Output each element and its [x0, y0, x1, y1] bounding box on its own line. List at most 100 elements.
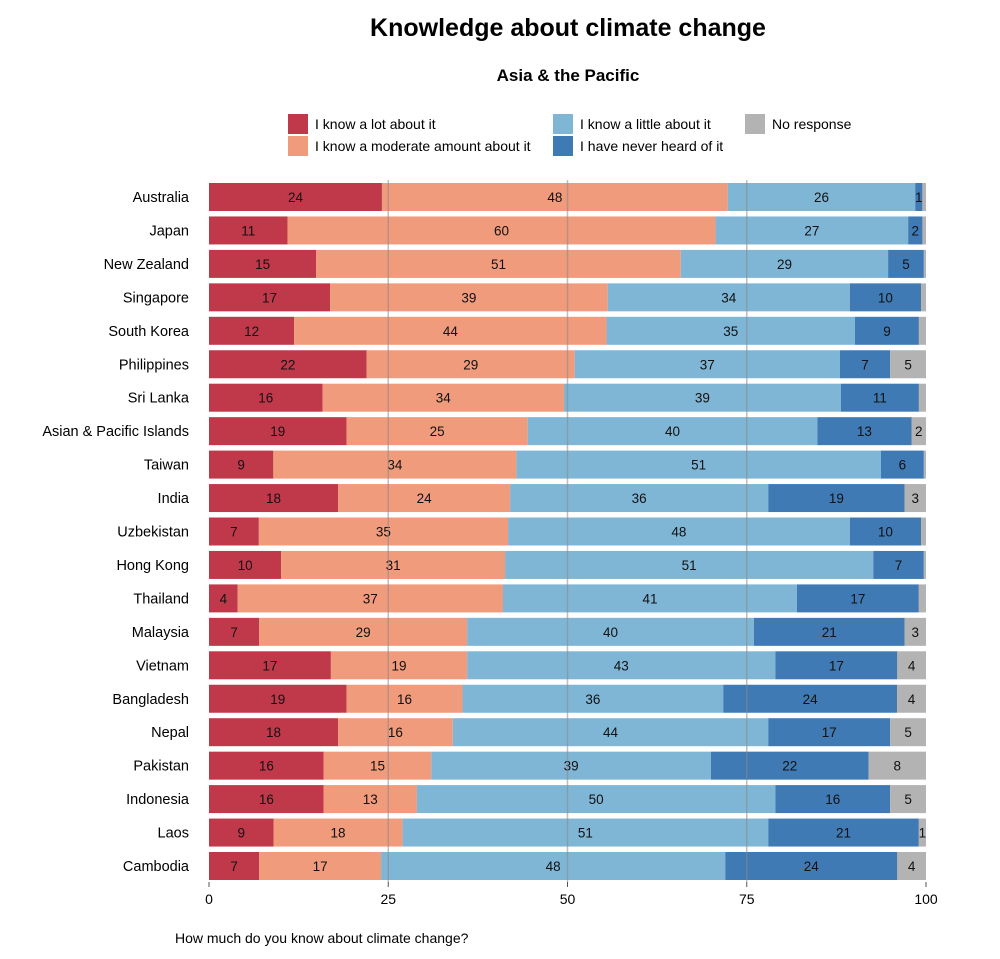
x-axis: 0 25 50 75 100 [205, 882, 938, 907]
category-label: South Korea [108, 324, 190, 340]
bar-segment [607, 283, 850, 312]
category-label: Laos [158, 826, 189, 842]
data-label: 9 [237, 458, 245, 473]
data-label: 4 [908, 859, 916, 874]
data-label: 31 [386, 558, 401, 573]
category-label: Thailand [133, 591, 189, 607]
bar-segment [273, 450, 517, 479]
bar-segment [904, 617, 926, 646]
data-label: 16 [388, 725, 403, 740]
bar-segment [209, 718, 339, 747]
bar-segment [775, 785, 891, 814]
data-label: 3 [911, 625, 919, 640]
bar-row: Bangladesh 19 16 36 24 4 [112, 684, 926, 713]
bar-segment [209, 350, 367, 379]
data-label: 29 [463, 357, 478, 372]
bar-segment [775, 651, 898, 680]
gridlines [387, 180, 748, 882]
bar-segment [753, 617, 905, 646]
data-label: 40 [603, 625, 618, 640]
bar-segment [890, 350, 926, 379]
data-label: 17 [829, 658, 844, 673]
data-label: 43 [614, 658, 629, 673]
bar-segment [209, 450, 274, 479]
bar-segment [915, 183, 923, 211]
bar-segment [922, 183, 926, 211]
chart-subtitle: Asia & the Pacific [497, 66, 640, 85]
bar-segment [416, 785, 776, 814]
category-label: Vietnam [136, 658, 189, 674]
bar-row: Cambodia 7 17 48 24 4 [123, 852, 926, 880]
bar-segment [840, 383, 919, 412]
bar-segment [209, 216, 288, 245]
bar-segment [510, 484, 769, 513]
data-label: 5 [902, 257, 910, 272]
data-label: 19 [391, 658, 406, 673]
x-tick-label: 100 [914, 891, 938, 907]
legend-swatch [288, 136, 308, 156]
legend-swatch [288, 114, 308, 134]
data-label: 51 [691, 458, 706, 473]
bar-segment [209, 684, 347, 713]
category-label: Sri Lanka [128, 391, 190, 407]
data-label: 15 [370, 759, 385, 774]
bar-segment [402, 818, 769, 847]
x-tick-label: 75 [739, 891, 755, 907]
data-label: 48 [671, 525, 686, 540]
bar-segment [921, 283, 926, 312]
bar-segment [209, 617, 260, 646]
bar-segment [768, 484, 905, 513]
bar-segment [904, 484, 926, 513]
bar-segment [366, 350, 575, 379]
data-label: 5 [904, 357, 912, 372]
bar-segment [209, 383, 323, 412]
data-label: 60 [494, 223, 509, 238]
data-label: 48 [547, 190, 562, 205]
data-label: 18 [266, 725, 281, 740]
bar-segment [338, 484, 511, 513]
bar-segment [849, 517, 922, 546]
category-label: Taiwan [144, 458, 189, 474]
bar-segment [322, 383, 564, 412]
data-label: 7 [230, 525, 238, 540]
data-label: 44 [443, 324, 459, 339]
data-label: 1 [919, 826, 927, 841]
data-label: 18 [266, 491, 281, 506]
data-label: 29 [356, 625, 371, 640]
legend-label: I know a little about it [580, 116, 711, 132]
bar-row: Pakistan 16 15 39 22 8 [133, 751, 926, 780]
bar-segment [922, 216, 926, 245]
bar-segment [452, 718, 769, 747]
bar-segment [209, 852, 260, 880]
bar-segment [330, 283, 608, 312]
bar-segment [727, 183, 916, 211]
bar-segment [918, 383, 926, 412]
bar-segment [209, 283, 331, 312]
bar-segment [918, 584, 926, 613]
x-tick-label: 25 [380, 891, 396, 907]
data-label: 34 [436, 391, 452, 406]
data-label: 37 [700, 357, 715, 372]
data-label: 41 [642, 591, 657, 606]
category-label: Indonesia [126, 792, 190, 808]
data-label: 27 [804, 223, 819, 238]
category-label: Hong Kong [116, 558, 189, 574]
data-label: 7 [861, 357, 869, 372]
data-label: 22 [782, 759, 797, 774]
data-label: 19 [829, 491, 844, 506]
bar-segment [467, 617, 754, 646]
bar-segment [209, 751, 324, 780]
x-tick-label: 50 [560, 891, 576, 907]
data-label: 36 [585, 692, 600, 707]
data-label: 19 [270, 424, 285, 439]
bar-segment [316, 249, 681, 278]
bar-segment [680, 249, 889, 278]
legend-swatch [553, 136, 573, 156]
data-label: 17 [822, 725, 837, 740]
data-label: 5 [904, 792, 912, 807]
bar-segment [710, 751, 869, 780]
data-label: 34 [721, 290, 737, 305]
bar-row: New Zealand 15 51 29 5 [104, 249, 926, 278]
category-label: Japan [149, 223, 189, 239]
